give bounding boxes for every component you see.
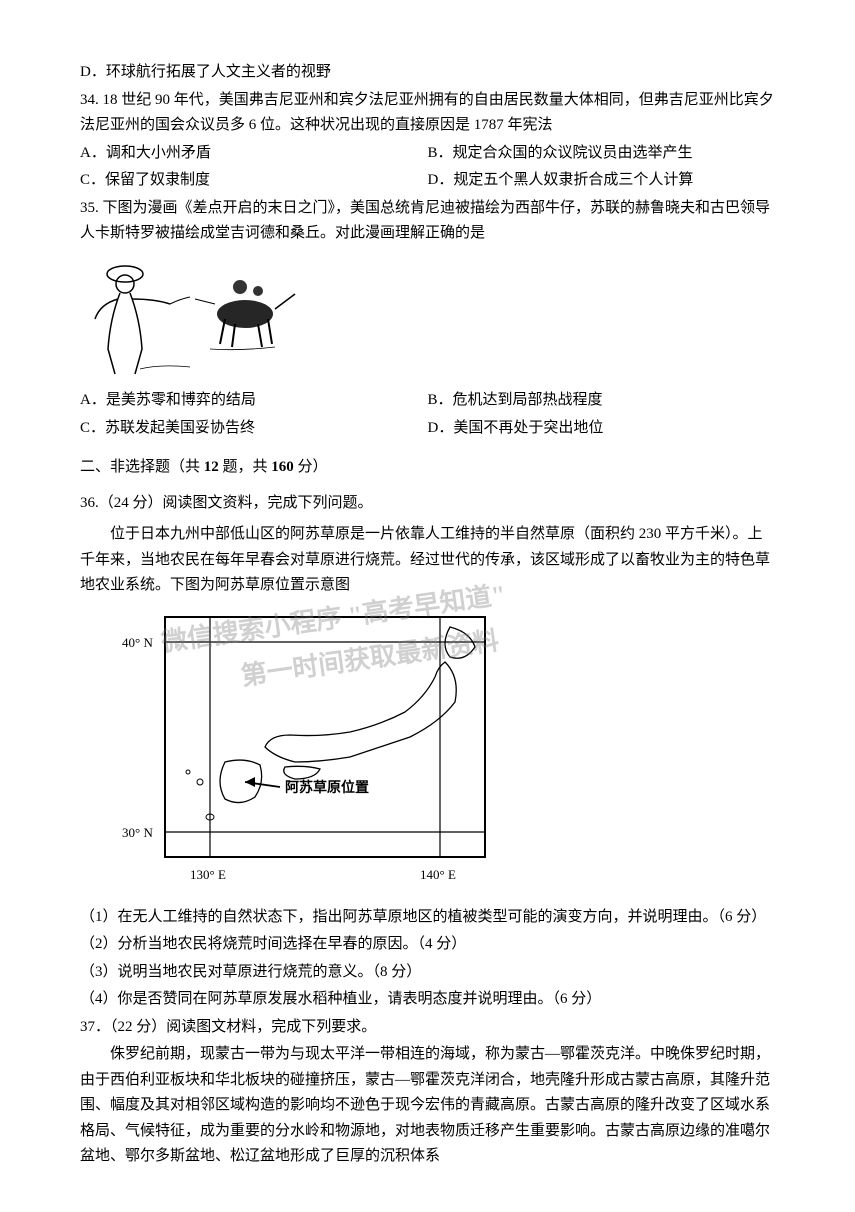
q35-option-c: C．苏联发起美国妥协告终: [80, 416, 428, 442]
section2-prefix: 二、非选择题（共: [80, 459, 204, 475]
q34-options-row2: C．保留了奴隶制度 D．规定五个黑人奴隶折合成三个人计算: [80, 168, 775, 194]
section2-num1: 12: [204, 459, 219, 475]
q35-options-row2: C．苏联发起美国妥协告终 D．美国不再处于突出地位: [80, 416, 775, 442]
q34-option-d: D．规定五个黑人奴隶折合成三个人计算: [428, 168, 776, 194]
q37-para1: 侏罗纪前期，现蒙古一带为与现太平洋一带相连的海域，称为蒙古—鄂霍茨克洋。中晚侏罗…: [80, 1042, 775, 1170]
q36-map-container: 微信搜索小程序 "高考早知道" 第一时间获取最新资料 40° N 30° N 1…: [110, 607, 530, 897]
q36-sub2: （2）分析当地农民将烧荒时间选择在早春的原因。（4 分）: [80, 932, 775, 958]
q34-option-c: C．保留了奴隶制度: [80, 168, 428, 194]
map-lat-40: 40° N: [122, 635, 153, 650]
section2-suffix: 分）: [294, 459, 328, 475]
q36-para1: 位于日本九州中部低山区的阿苏草原是一片依靠人工维持的半自然草原（面积约 230 …: [80, 522, 775, 599]
map-aso-label: 阿苏草原位置: [285, 779, 369, 796]
map-lon-140: 140° E: [420, 867, 456, 882]
q37-stem: 37．（22 分）阅读图文材料，完成下列要求。: [80, 1015, 775, 1041]
q35-option-d: D．美国不再处于突出地位: [428, 416, 776, 442]
q36-sub3: （3）说明当地农民对草原进行烧荒的意义。（8 分）: [80, 960, 775, 986]
q35-option-b: B．危机达到局部热战程度: [428, 388, 776, 414]
q36-sub4: （4）你是否赞同在阿苏草原发展水稻种植业，请表明态度并说明理由。（6 分）: [80, 987, 775, 1013]
section2-mid: 题，共: [219, 459, 272, 475]
q35-cartoon-image: [80, 249, 775, 389]
q35-options-row1: A．是美苏零和博弈的结局 B．危机达到局部热战程度: [80, 388, 775, 414]
q36-sub1: （1）在无人工维持的自然状态下，指出阿苏草原地区的植被类型可能的演变方向，并说明…: [80, 905, 775, 931]
q34-options-row1: A．调和大小州矛盾 B．规定合众国的众议院议员由选举产生: [80, 141, 775, 167]
q36-stem: 36.（24 分）阅读图文资料，完成下列问题。: [80, 491, 775, 517]
q34-option-b: B．规定合众国的众议院议员由选举产生: [428, 141, 776, 167]
q34-stem: 34. 18 世纪 90 年代，美国弗吉尼亚州和宾夕法尼亚州拥有的自由居民数量大…: [80, 88, 775, 139]
map-lat-30: 30° N: [122, 825, 153, 840]
map-lon-130: 130° E: [190, 867, 226, 882]
q33-option-d: D．环球航行拓展了人文主义者的视野: [80, 60, 775, 86]
q34-option-a: A．调和大小州矛盾: [80, 141, 428, 167]
q35-stem: 35. 下图为漫画《差点开启的末日之门》，美国总统肯尼迪被描绘为西部牛仔，苏联的…: [80, 196, 775, 247]
japan-map-svg: 40° N 30° N 130° E 140° E 阿苏草原位置: [110, 607, 530, 887]
q35-option-a: A．是美苏零和博弈的结局: [80, 388, 428, 414]
section2-num2: 160: [271, 459, 294, 475]
section2-header: 二、非选择题（共 12 题，共 160 分）: [80, 455, 775, 481]
